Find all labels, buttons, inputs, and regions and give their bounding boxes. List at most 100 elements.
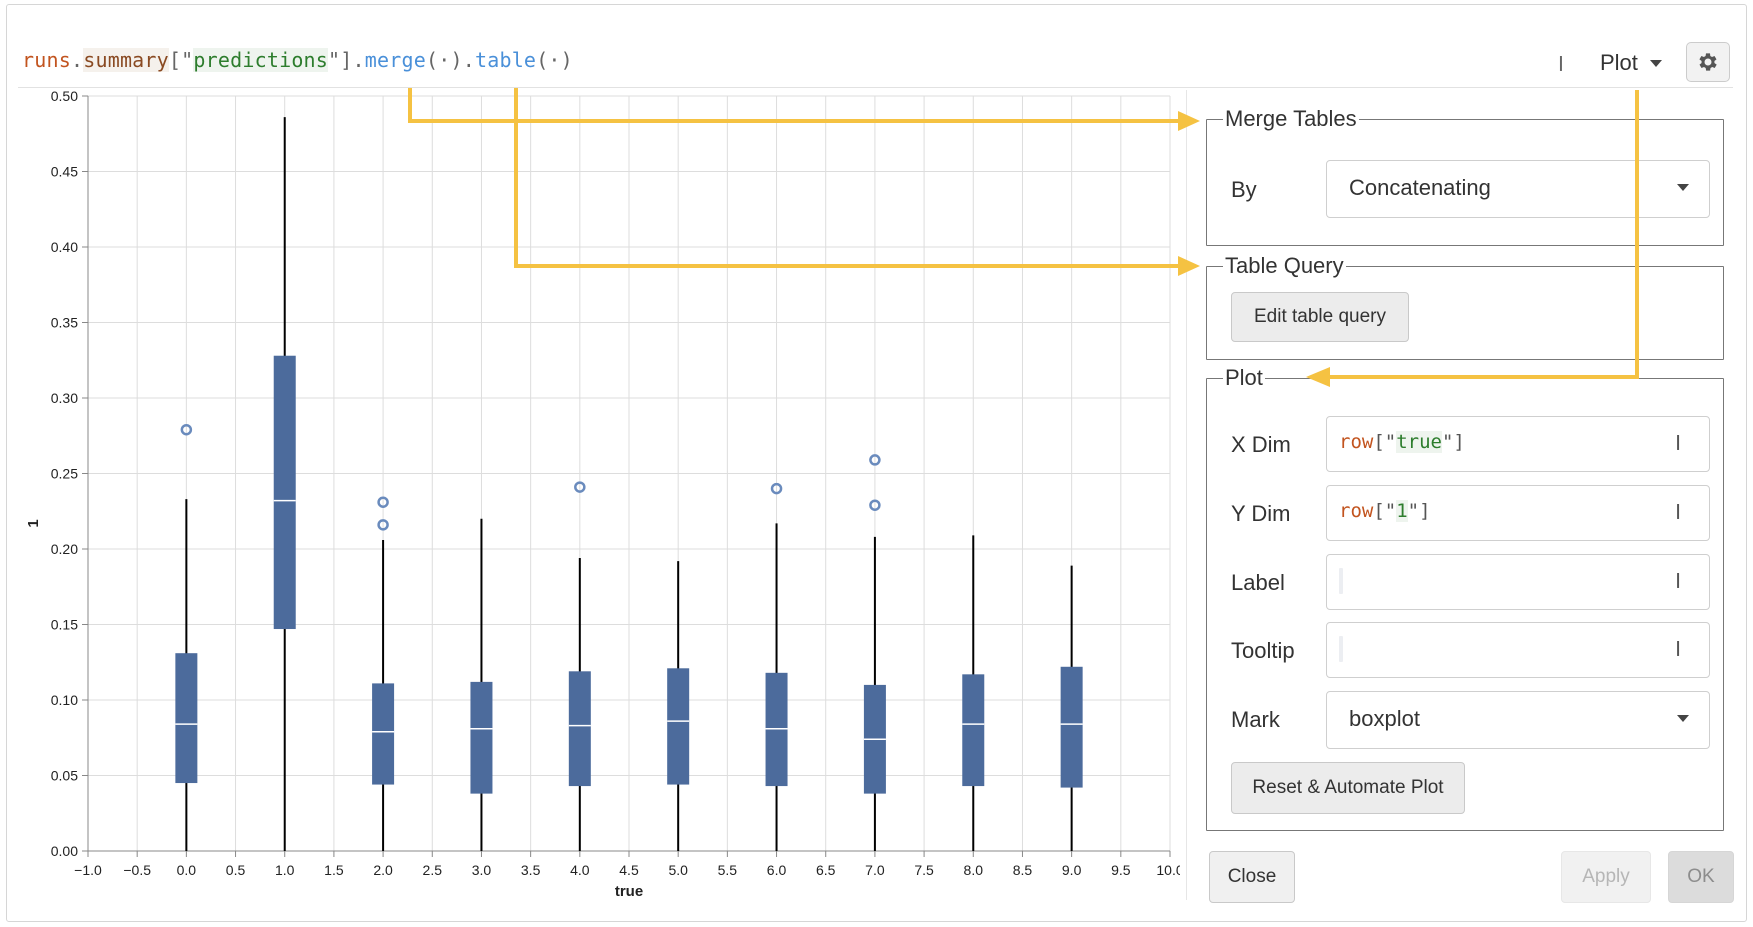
- query-table[interactable]: table: [474, 48, 537, 72]
- label-label: Label: [1231, 570, 1285, 595]
- x-tick-label: 10.0: [1156, 862, 1180, 878]
- outlier-point: [869, 454, 881, 466]
- y-dim-open: [": [1373, 500, 1397, 522]
- gear-icon: [1699, 53, 1717, 71]
- tooltip-label: Tooltip: [1231, 638, 1295, 663]
- x-tick-label: 5.5: [718, 862, 738, 878]
- x-dim-fn: row: [1339, 431, 1374, 453]
- x-dim-open: [": [1373, 431, 1397, 453]
- y-tick-label: 0.30: [51, 390, 78, 406]
- x-tick-label: 0.0: [177, 862, 197, 878]
- by-label: By: [1231, 177, 1257, 202]
- x-tick-label: −0.5: [123, 862, 151, 878]
- y-tick-label: 0.15: [51, 617, 78, 633]
- box-rect: [765, 672, 788, 787]
- y-tick-label: 0.10: [51, 692, 78, 708]
- box-rect: [372, 683, 395, 785]
- x-tick-label: 0.5: [226, 862, 246, 878]
- x-tick-label: 2.5: [423, 862, 443, 878]
- merge-tables-title: Merge Tables: [1225, 106, 1357, 131]
- x-tick-label: 5.0: [668, 862, 688, 878]
- apply-button[interactable]: Apply: [1561, 851, 1651, 903]
- text-cursor-icon: Ι: [1558, 52, 1564, 76]
- outlier-point: [574, 481, 586, 493]
- y-tick-label: 0.40: [51, 239, 78, 255]
- x-tick-label: 7.5: [914, 862, 934, 878]
- x-tick-label: 3.5: [521, 862, 541, 878]
- text-cursor-icon: Ι: [1675, 431, 1681, 455]
- x-tick-label: 1.0: [275, 862, 295, 878]
- merge-by-value: Concatenating: [1349, 175, 1491, 200]
- mark-value: boxplot: [1349, 706, 1420, 731]
- outlier-point: [377, 496, 389, 508]
- y-dim-label: Y Dim: [1231, 501, 1291, 526]
- y-tick-label: 0.00: [51, 843, 78, 859]
- x-tick-label: 4.5: [619, 862, 639, 878]
- y-dim-fn: row: [1339, 500, 1374, 522]
- x-dim-close: "]: [1441, 431, 1465, 453]
- box-rect: [175, 653, 198, 784]
- x-tick-label: 2.0: [373, 862, 393, 878]
- outlier-point: [770, 482, 783, 495]
- x-axis-title: true: [615, 883, 643, 900]
- text-cursor-icon: Ι: [1675, 637, 1681, 661]
- box-rect: [470, 681, 493, 794]
- panel-type-select[interactable]: Plot: [1600, 46, 1662, 80]
- box-rect: [667, 668, 690, 785]
- x-tick-label: 6.0: [767, 862, 787, 878]
- mark-select[interactable]: boxplot: [1326, 691, 1710, 749]
- y-tick-label: 0.20: [51, 541, 78, 557]
- query-key[interactable]: predictions: [193, 48, 329, 72]
- panel-divider: [1186, 90, 1187, 900]
- query-summary[interactable]: summary: [83, 48, 169, 72]
- x-dim-label: X Dim: [1231, 432, 1291, 457]
- plot-title: Plot: [1225, 365, 1263, 390]
- label-input[interactable]: Ι: [1326, 554, 1710, 610]
- y-dim-close: "]: [1407, 500, 1431, 522]
- x-tick-label: 3.0: [472, 862, 492, 878]
- chevron-down-icon: [1677, 715, 1689, 722]
- table-query-title: Table Query: [1225, 253, 1344, 278]
- close-button[interactable]: Close: [1209, 851, 1295, 903]
- ok-button[interactable]: OK: [1668, 851, 1734, 903]
- outlier-point: [869, 499, 881, 511]
- x-tick-label: 4.0: [570, 862, 590, 878]
- x-tick-label: 6.5: [816, 862, 836, 878]
- x-tick-label: 1.5: [324, 862, 344, 878]
- empty-input-marker: [1339, 636, 1343, 662]
- x-dim-input[interactable]: row["true"] Ι: [1326, 416, 1710, 472]
- merge-by-select[interactable]: Concatenating: [1326, 160, 1710, 218]
- edit-table-query-button[interactable]: Edit table query: [1231, 292, 1409, 342]
- query-bar[interactable]: runs.summary["predictions"].merge(·).tab…: [18, 38, 1733, 88]
- chevron-down-icon: [1649, 59, 1662, 67]
- query-merge-args: (·).: [426, 48, 475, 72]
- text-cursor-icon: Ι: [1675, 500, 1681, 524]
- y-tick-label: 0.50: [51, 88, 78, 104]
- tooltip-input[interactable]: Ι: [1326, 622, 1710, 678]
- box-rect: [273, 355, 296, 630]
- settings-button[interactable]: [1686, 42, 1730, 82]
- y-tick-label: 0.25: [51, 466, 78, 482]
- query-table-args: (·): [536, 48, 573, 72]
- y-axis-title: 1: [25, 519, 42, 527]
- y-tick-label: 0.05: [51, 768, 78, 784]
- x-tick-label: 7.0: [865, 862, 885, 878]
- query-merge[interactable]: merge: [364, 48, 426, 72]
- query-dot: .: [70, 48, 84, 72]
- y-tick-label: 0.35: [51, 315, 78, 331]
- query-runs[interactable]: runs: [22, 48, 71, 72]
- empty-input-marker: [1339, 568, 1343, 594]
- x-tick-label: 8.5: [1013, 862, 1033, 878]
- x-tick-label: −1.0: [74, 862, 102, 878]
- y-dim-input[interactable]: row["1"] Ι: [1326, 485, 1710, 541]
- y-tick-label: 0.45: [51, 164, 78, 180]
- chevron-down-icon: [1677, 184, 1689, 191]
- reset-automate-plot-button[interactable]: Reset & Automate Plot: [1231, 762, 1465, 814]
- query-close: "].: [328, 48, 365, 72]
- x-tick-label: 9.0: [1062, 862, 1082, 878]
- box-rect: [962, 674, 985, 787]
- query-expression[interactable]: runs.summary["predictions"].merge(·).tab…: [22, 48, 573, 72]
- chart-svg: −1.0 −0.5 0.0 0.5 1.0 1.5 2.0 2.5 3.0 3.5 4.0 4.5 5.…: [25, 88, 1184, 900]
- x-dim-key: true: [1396, 431, 1442, 453]
- y-dim-key: 1: [1396, 500, 1408, 522]
